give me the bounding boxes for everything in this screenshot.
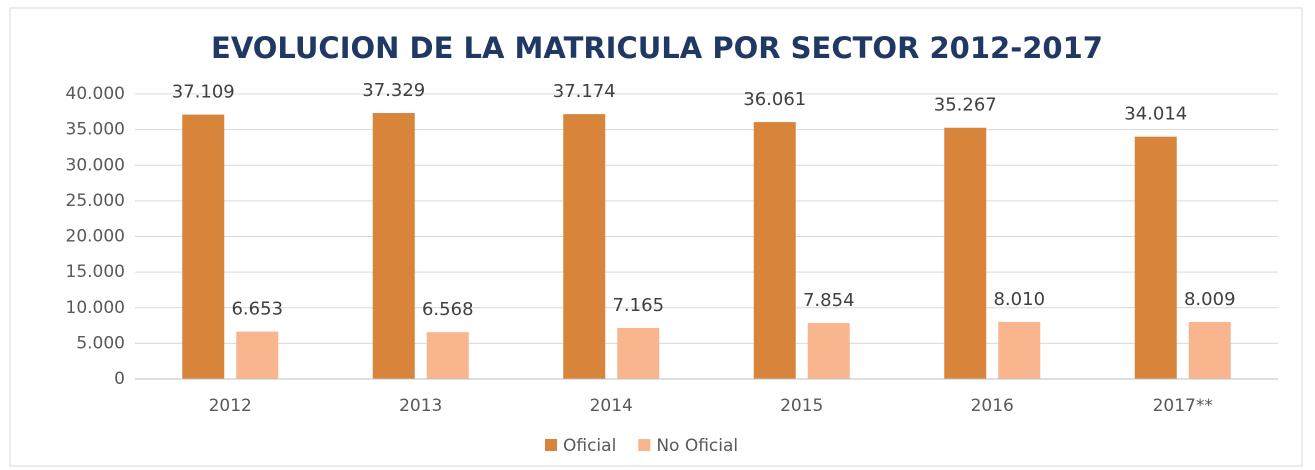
value-label: 8.009 [1184,289,1236,310]
value-label: 37.329 [362,80,425,101]
y-tick-label: 35.000 [66,120,125,140]
legend-label: Oficial [563,436,616,456]
y-tick-label: 15.000 [66,262,125,282]
y-tick-label: 10.000 [66,298,125,318]
bar [1134,136,1177,379]
y-tick-label: 25.000 [66,191,125,211]
legend-swatch [545,439,557,451]
bar [1188,321,1231,379]
x-tick-label: 2013 [399,396,442,416]
y-tick-label: 5.000 [76,333,125,353]
y-tick-label: 40.000 [66,84,125,104]
x-tick-label: 2016 [971,396,1014,416]
y-tick-label: 30.000 [66,155,125,175]
bar [753,122,796,380]
value-label: 8.010 [993,289,1045,310]
x-tick-label: 2017** [1153,396,1213,416]
legend-swatch [638,439,651,451]
bar [182,114,225,379]
bar [617,327,660,379]
bar [998,321,1041,379]
x-tick-label: 2014 [590,396,633,416]
value-label: 7.854 [803,290,855,311]
x-tick-label: 2015 [780,396,823,416]
x-tick-label: 2012 [209,396,252,416]
value-label: 6.653 [231,299,283,320]
bar [426,332,469,379]
bar [944,127,987,379]
bar [372,113,415,379]
y-tick-label: 20.000 [66,227,125,247]
value-label: 34.014 [1124,104,1187,125]
y-tick-label: 0 [114,369,125,389]
value-label: 6.568 [422,299,474,320]
bar [807,323,850,379]
value-label: 7.165 [612,295,664,316]
legend-label: No Oficial [656,436,738,456]
bar [563,114,606,379]
chart-title: EVOLUCION DE LA MATRICULA POR SECTOR 201… [211,31,1103,65]
value-label: 36.061 [743,89,806,110]
value-label: 35.267 [934,95,997,116]
value-label: 37.109 [172,82,235,103]
bar [236,331,279,379]
value-label: 37.174 [553,81,616,102]
